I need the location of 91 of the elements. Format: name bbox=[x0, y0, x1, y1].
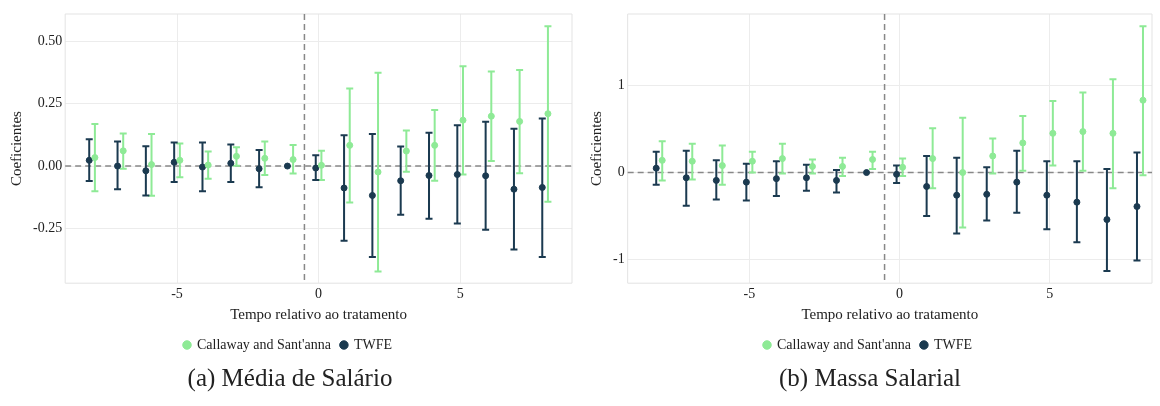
point bbox=[346, 141, 354, 149]
x-axis-title: Tempo relativo ao tratamento bbox=[230, 305, 407, 322]
point bbox=[748, 157, 756, 165]
y-tick-label: -0.25 bbox=[32, 220, 63, 236]
point bbox=[227, 159, 235, 167]
legend-label: Callaway and Sant'anna bbox=[196, 336, 332, 352]
point bbox=[983, 190, 991, 198]
point bbox=[397, 177, 405, 185]
point bbox=[1109, 129, 1117, 137]
point bbox=[652, 164, 660, 172]
point bbox=[1079, 128, 1087, 136]
point bbox=[1073, 198, 1081, 206]
point bbox=[368, 191, 376, 199]
point bbox=[283, 162, 291, 170]
point bbox=[893, 170, 901, 178]
point bbox=[869, 155, 877, 163]
legend-label: Callaway and Sant'anna bbox=[776, 336, 912, 352]
y-tick-label: 0.25 bbox=[37, 95, 63, 111]
point bbox=[839, 162, 847, 170]
point bbox=[312, 164, 320, 172]
y-tick-label: 0 bbox=[617, 164, 625, 180]
point bbox=[317, 161, 325, 169]
text: (a) Média de Salário bbox=[186, 364, 394, 392]
point bbox=[487, 112, 495, 120]
point bbox=[1133, 203, 1141, 211]
x-tick-label: 0 bbox=[896, 286, 904, 302]
point bbox=[899, 163, 907, 171]
point bbox=[1139, 96, 1147, 104]
point bbox=[1019, 139, 1027, 147]
point bbox=[510, 185, 518, 193]
point bbox=[802, 174, 810, 182]
y-tick-label: 1 bbox=[617, 77, 625, 93]
text: (b) Massa Salarial bbox=[778, 364, 962, 392]
point bbox=[516, 117, 524, 125]
point bbox=[114, 162, 122, 170]
point bbox=[91, 154, 99, 162]
x-axis-title: Tempo relativo ao tratamento bbox=[801, 305, 979, 322]
x-tick-label: 0 bbox=[315, 286, 323, 302]
point bbox=[953, 191, 961, 199]
x-tick-label: 5 bbox=[1046, 286, 1054, 302]
point bbox=[176, 156, 184, 164]
point bbox=[261, 154, 269, 162]
point bbox=[772, 175, 780, 183]
point bbox=[682, 174, 690, 182]
y-tick-label: 0.50 bbox=[37, 33, 63, 49]
x-tick-label: -5 bbox=[743, 286, 756, 302]
point bbox=[833, 176, 840, 184]
point bbox=[989, 152, 997, 160]
point bbox=[658, 156, 666, 164]
point bbox=[425, 172, 433, 180]
point bbox=[453, 171, 461, 179]
point bbox=[778, 155, 786, 163]
point bbox=[742, 178, 750, 186]
point bbox=[718, 162, 726, 170]
point bbox=[374, 168, 382, 176]
point bbox=[148, 161, 156, 169]
point bbox=[340, 184, 348, 192]
point bbox=[85, 156, 93, 164]
point bbox=[808, 162, 816, 170]
point bbox=[198, 163, 206, 171]
point bbox=[923, 183, 931, 190]
legend-label: TWFE bbox=[353, 336, 393, 352]
point bbox=[712, 176, 720, 184]
point bbox=[959, 169, 967, 177]
point bbox=[1049, 129, 1057, 137]
point bbox=[1103, 216, 1111, 224]
point bbox=[170, 158, 178, 166]
point bbox=[688, 157, 696, 165]
point bbox=[431, 141, 439, 149]
point bbox=[289, 156, 297, 164]
point bbox=[255, 165, 263, 173]
point bbox=[929, 155, 937, 163]
x-tick-label: -5 bbox=[171, 286, 183, 302]
y-tick-label: 0.00 bbox=[37, 157, 63, 173]
y-axis-title: Coeficientes bbox=[587, 110, 604, 187]
point bbox=[538, 183, 546, 191]
point bbox=[402, 147, 410, 155]
point bbox=[482, 172, 490, 180]
point bbox=[142, 167, 150, 175]
point bbox=[1013, 178, 1021, 186]
point bbox=[204, 161, 212, 169]
point bbox=[863, 169, 871, 177]
point bbox=[1043, 191, 1051, 199]
y-axis-title: Coeficientes bbox=[7, 110, 24, 187]
point bbox=[232, 152, 240, 160]
legend-label: TWFE bbox=[933, 336, 973, 352]
point bbox=[119, 147, 127, 155]
y-tick-label: -1 bbox=[612, 251, 625, 267]
point bbox=[459, 116, 467, 124]
x-tick-label: 5 bbox=[456, 286, 464, 302]
point bbox=[544, 110, 552, 118]
